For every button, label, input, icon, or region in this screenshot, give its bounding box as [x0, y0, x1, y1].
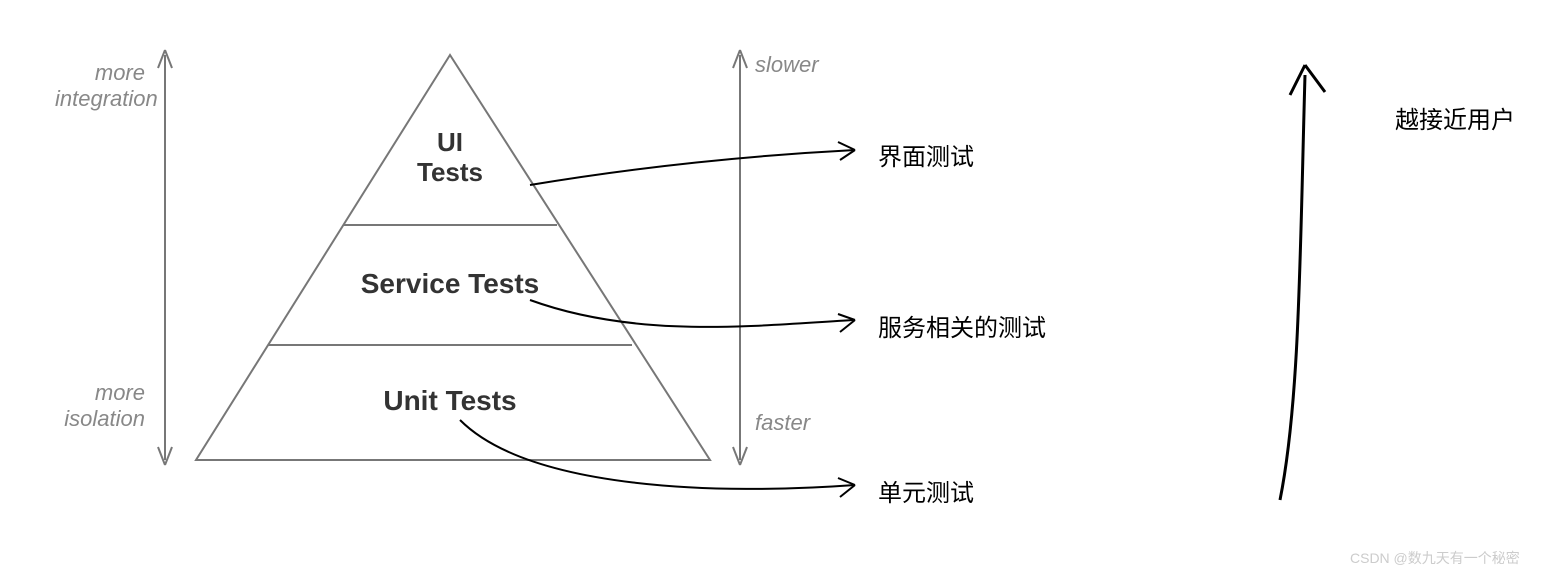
right-axis-bottom-label: faster	[755, 410, 810, 436]
annotation-arrow-ui	[530, 150, 855, 185]
pyramid-level-0-line2: Tests	[417, 157, 483, 187]
diagram-svg	[0, 0, 1555, 566]
watermark-text: CSDN @数九天有一个秘密	[1350, 548, 1520, 568]
right-axis-top-label: slower	[755, 52, 819, 78]
left-axis-bottom-line1: more	[95, 380, 145, 405]
annotation-label-service: 服务相关的测试	[878, 308, 1046, 343]
left-axis-bottom-line2: isolation	[64, 406, 145, 431]
pyramid-level-2-label: Unit Tests	[345, 385, 555, 417]
annotation-label-ui: 界面测试	[878, 137, 974, 172]
annotation-arrowhead-unit	[838, 478, 855, 497]
right-arrow-label: 越接近用户	[1395, 100, 1515, 135]
left-axis-top-line2: integration	[55, 86, 158, 111]
right-big-arrow-head	[1290, 65, 1325, 95]
annotation-arrow-service	[530, 300, 855, 327]
left-axis-top-line1: more	[95, 60, 145, 85]
right-big-arrow-line	[1280, 75, 1305, 500]
pyramid-level-1-label: Service Tests	[340, 268, 560, 300]
annotation-label-unit: 单元测试	[878, 473, 974, 508]
pyramid-level-0-line1: UI	[437, 127, 463, 157]
annotation-arrowhead-service	[838, 314, 855, 332]
